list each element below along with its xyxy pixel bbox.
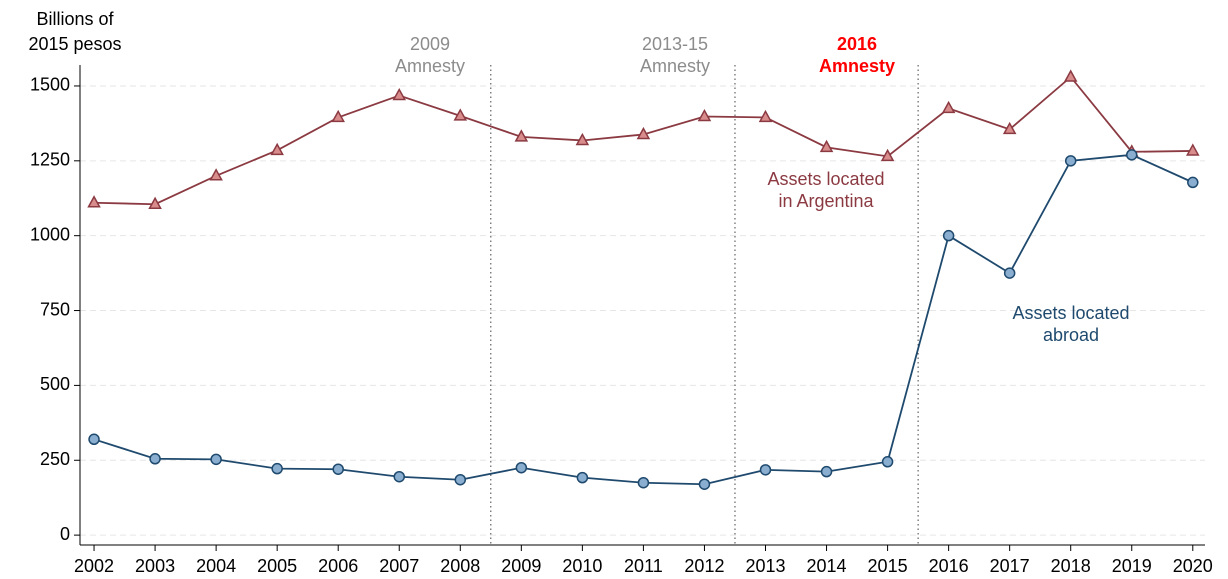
marker — [453, 108, 468, 121]
marker — [209, 168, 223, 181]
annotation: Amnesty — [819, 56, 895, 76]
marker — [881, 456, 894, 468]
marker — [697, 108, 712, 122]
y-tick-label: 1500 — [30, 75, 70, 95]
marker — [1063, 69, 1078, 82]
marker — [392, 87, 407, 101]
x-tick-label: 2019 — [1112, 556, 1152, 576]
x-tick-label: 2017 — [990, 556, 1030, 576]
x-tick-label: 2004 — [196, 556, 236, 576]
series-line — [94, 75, 1193, 206]
x-tick-label: 2012 — [684, 556, 724, 576]
marker — [942, 229, 955, 242]
marker — [575, 132, 590, 146]
y-tick-label: 1000 — [30, 224, 70, 244]
series-label: Assets located — [1012, 303, 1129, 323]
x-tick-label: 2008 — [440, 556, 480, 576]
series-label: in Argentina — [778, 191, 874, 211]
marker — [271, 462, 283, 475]
x-tick-label: 2002 — [74, 556, 114, 576]
marker — [454, 473, 467, 486]
x-tick-label: 2015 — [868, 556, 908, 576]
marker — [148, 196, 162, 209]
marker — [819, 139, 834, 153]
annotation: Amnesty — [395, 56, 465, 76]
annotation: 2009 — [410, 34, 450, 54]
marker — [1002, 121, 1017, 135]
marker — [393, 470, 405, 483]
annotation: 2013-15 — [642, 34, 708, 54]
marker — [1125, 149, 1138, 161]
x-tick-label: 2010 — [562, 556, 602, 576]
y-tick-label: 250 — [40, 449, 70, 469]
marker — [270, 142, 284, 156]
marker — [636, 126, 651, 140]
marker — [1186, 143, 1200, 156]
x-tick-label: 2013 — [745, 556, 785, 576]
marker — [576, 471, 589, 484]
marker — [1064, 155, 1077, 167]
x-tick-label: 2011 — [624, 556, 663, 576]
y-tick-label: 1250 — [30, 150, 70, 170]
marker — [941, 100, 956, 114]
marker — [514, 129, 529, 142]
x-tick-label: 2003 — [135, 556, 175, 576]
marker — [637, 476, 650, 489]
annotation: 2016 — [837, 34, 877, 54]
y-axis-label: 2015 pesos — [28, 34, 121, 54]
marker — [1187, 176, 1199, 189]
marker — [87, 195, 101, 208]
marker — [332, 463, 344, 475]
marker — [759, 464, 772, 476]
x-tick-label: 2020 — [1173, 556, 1213, 576]
marker — [210, 453, 222, 466]
marker — [880, 148, 895, 162]
series-label: abroad — [1043, 325, 1099, 345]
x-tick-label: 2014 — [807, 556, 847, 576]
x-tick-label: 2006 — [318, 556, 358, 576]
x-tick-label: 2009 — [501, 556, 541, 576]
x-tick-label: 2007 — [379, 556, 419, 576]
y-tick-label: 750 — [40, 299, 70, 319]
marker — [88, 433, 100, 446]
x-tick-label: 2018 — [1051, 556, 1091, 576]
marker — [515, 461, 528, 474]
x-tick-label: 2016 — [929, 556, 969, 576]
y-tick-label: 0 — [60, 524, 70, 544]
marker — [758, 109, 773, 123]
y-tick-label: 500 — [40, 374, 70, 394]
marker — [331, 109, 345, 123]
annotation: Amnesty — [640, 56, 710, 76]
marker — [149, 453, 161, 465]
marker — [698, 478, 711, 490]
series-label: Assets located — [767, 169, 884, 189]
x-tick-label: 2005 — [257, 556, 297, 576]
marker — [1003, 267, 1016, 279]
y-axis-label: Billions of — [36, 9, 114, 29]
marker — [820, 465, 833, 478]
